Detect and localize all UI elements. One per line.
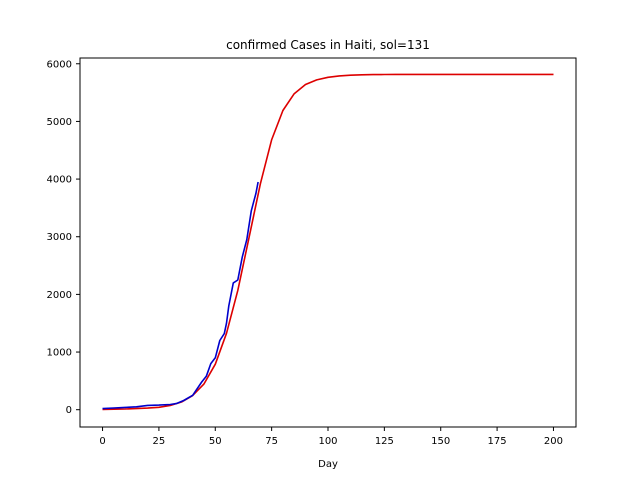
y-axis-ticks: 0 1000 2000 3000 4000 5000 6000 [47, 59, 80, 416]
y-tick-label: 1000 [47, 348, 72, 359]
x-tick-label: 150 [431, 436, 450, 447]
y-tick-label: 3000 [47, 232, 72, 243]
x-tick-label: 75 [265, 436, 278, 447]
y-tick-label: 6000 [47, 59, 72, 70]
x-tick-label: 175 [488, 436, 507, 447]
y-tick-label: 5000 [47, 117, 72, 128]
x-tick-label: 0 [99, 436, 105, 447]
chart-title: confirmed Cases in Haiti, sol=131 [226, 38, 430, 52]
series-lines [102, 73, 554, 411]
plot-background [80, 58, 576, 427]
x-tick-label: 50 [209, 436, 222, 447]
x-tick-label: 125 [375, 436, 394, 447]
x-tick-label: 200 [544, 436, 563, 447]
series-line-2 [102, 181, 259, 410]
x-tick-label: 100 [318, 436, 337, 447]
y-tick-label: 2000 [47, 290, 72, 301]
x-axis-ticks: 0 25 50 75 100 125 150 175 200 [99, 427, 563, 447]
y-tick-label: 4000 [47, 175, 72, 186]
x-tick-label: 25 [153, 436, 166, 447]
x-axis-label: Day [318, 459, 338, 470]
y-tick-label: 0 [66, 405, 72, 416]
